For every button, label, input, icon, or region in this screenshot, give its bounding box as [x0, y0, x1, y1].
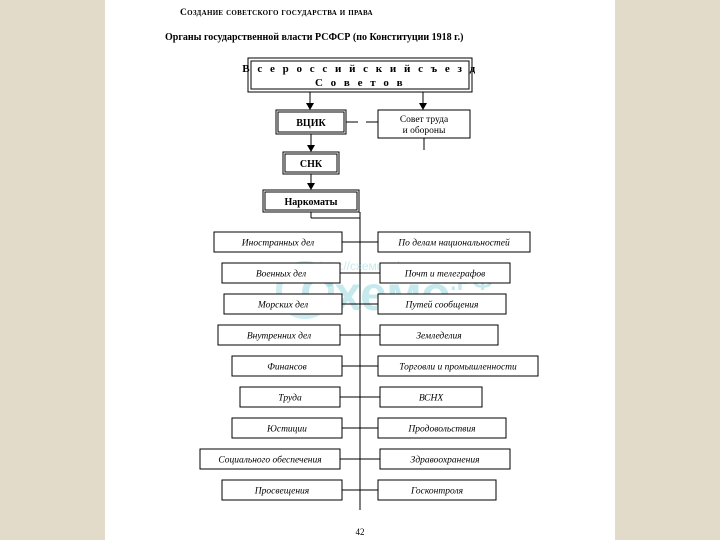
branch-right-label: Здравоохранения: [411, 455, 480, 466]
branch-right-label: Госконтроля: [410, 487, 463, 497]
branch-left-label: Внутренних дел: [247, 331, 311, 342]
slide-background: Создание советского государства и права …: [0, 0, 720, 540]
branch-right-label: Почт и телеграфов: [404, 269, 485, 280]
node-narkomaty-label: Наркоматы: [285, 197, 338, 208]
page-number: 42: [356, 527, 365, 537]
node-narkomaty: Наркоматы: [263, 190, 359, 212]
branch-right-label: Продовольствия: [407, 424, 475, 435]
node-snk: СНК: [283, 152, 339, 174]
node-vtsik: ВЦИК: [276, 110, 346, 134]
node-snk-label: СНК: [300, 159, 323, 170]
subtitle: Органы государственной власти РСФСР (по …: [165, 32, 463, 43]
diagram-svg: Создание советского государства и права …: [105, 0, 615, 540]
branch-left-label: Просвещения: [254, 487, 309, 497]
branch-left-label: Социального обеспечения: [218, 455, 321, 466]
branch-right-label: Путей сообщения: [405, 300, 479, 311]
branch-left-label: Военных дел: [256, 269, 306, 280]
heading: Создание советского государства и права: [180, 8, 373, 18]
branch-left-label: Иностранных дел: [241, 238, 314, 249]
branch-left-label: Финансов: [267, 363, 306, 373]
branch-right-label: По делам национальностей: [397, 238, 510, 249]
branch-left-label: Морских дел: [257, 300, 308, 311]
node-congress-line2: С о в е т о в: [315, 77, 405, 89]
branch-right-label: Торговли и промышленности: [399, 363, 517, 373]
branch-left-label: Юстиции: [266, 425, 307, 435]
branch-right-label: ВСНХ: [419, 394, 445, 404]
node-sto-l2: и обороны: [403, 125, 446, 136]
paper-sheet: Создание советского государства и права …: [105, 0, 615, 540]
node-sto-l1: Совет труда: [400, 115, 449, 125]
branch-left-label: Труда: [278, 393, 302, 404]
branch-right-label: Земледелия: [416, 331, 461, 342]
node-sto: Совет труда и обороны: [378, 110, 470, 138]
node-vtsik-label: ВЦИК: [296, 118, 326, 129]
node-congress-line1: В с е р о с с и й с к и й с ъ е з д: [242, 63, 477, 75]
node-congress: В с е р о с с и й с к и й с ъ е з д С о …: [242, 58, 477, 92]
